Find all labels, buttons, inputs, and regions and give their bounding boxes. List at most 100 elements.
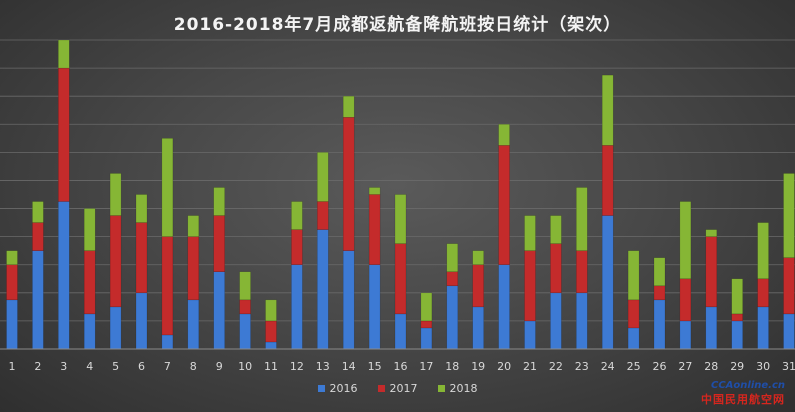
bar-2017-day-12 [291,229,303,265]
legend-swatch-2018 [437,385,445,392]
x-tick-label: 7 [164,360,171,373]
bar-2018-day-8 [187,215,200,237]
bar-2016-day-23 [576,292,588,350]
x-tick-label: 31 [782,360,795,373]
bar-2016-day-9 [213,271,225,350]
x-tick-labels: 1 2 3 4 5 6 7 8 9 10 11 12 13 14 15 16 17 18 19 20 21 22 23 24 2… [9,360,795,373]
bar-2018-day-1 [6,250,18,265]
bar-2017-day-14 [342,117,355,251]
bar-2018-day-3 [58,39,70,69]
x-tick-label: 20 [497,360,511,373]
bar-2017-day-6 [135,222,148,294]
x-tick-label: 6 [138,360,145,373]
x-tick-label: 14 [342,360,356,373]
bar-2017-day-7 [161,236,174,336]
bar-2016-day-25 [627,327,640,350]
bar-2017-day-2 [32,222,44,251]
bar-2017-day-19 [472,264,484,308]
bar-2018-day-25 [627,250,640,301]
bar-2017-day-24 [601,145,614,216]
x-tick-label: 22 [549,360,563,373]
bar-2016-day-29 [731,320,743,350]
bar-2016-day-28 [705,306,718,350]
x-tick-label: 15 [368,360,382,373]
bar-2018-day-26 [653,257,666,287]
watermark-site-name: 中国民用航空网 [701,393,785,406]
x-tick-label: 25 [627,360,641,373]
bar-2018-day-15 [368,187,381,195]
bar-2017-day-18 [446,271,459,287]
x-tick-label: 19 [471,360,485,373]
bar-2018-day-20 [498,124,510,146]
watermark-domain: CCAonline.cn [710,380,785,391]
bar-2018-day-2 [32,201,44,223]
bar-2017-day-20 [498,145,510,265]
bar-2017-day-1 [6,264,18,301]
bar-2017-day-21 [524,250,536,322]
bar-2017-day-9 [213,215,225,272]
bar-2018-day-18 [446,243,459,272]
bar-2016-day-21 [524,320,536,350]
bar-2016-day-15 [368,264,381,350]
bar-2018-day-29 [731,278,743,315]
x-tick-label: 1 [9,360,16,373]
x-tick-label: 30 [756,360,770,373]
x-tick-label: 8 [190,360,197,373]
bar-2017-day-15 [368,194,381,265]
bar-2016-day-1 [6,299,18,350]
legend-swatch-2016 [317,385,325,392]
bar-2016-day-2 [32,250,44,350]
bar-2017-day-23 [576,250,588,294]
x-tick-label: 27 [678,360,692,373]
bar-2017-day-30 [757,278,769,308]
bar-2016-day-18 [446,285,459,350]
bar-2016-day-5 [109,306,122,350]
bar-2018-day-23 [576,187,588,251]
x-tick-label: 3 [60,360,67,373]
legend-item-2017: 2017 [377,382,418,395]
bar-2016-day-20 [498,264,510,350]
bar-2016-day-19 [472,306,484,350]
bar-2018-day-11 [265,299,277,322]
bar-2016-day-10 [239,313,251,350]
bar-2016-day-27 [679,320,692,350]
x-tick-label: 9 [216,360,223,373]
x-tick-label: 21 [523,360,537,373]
bar-2016-day-7 [161,334,174,350]
x-tick-label: 18 [445,360,459,373]
bar-2018-day-30 [757,222,769,280]
bar-2018-day-16 [394,194,407,244]
bar-2018-day-21 [524,215,536,251]
bar-2017-day-28 [705,236,718,308]
x-tick-label: 5 [112,360,119,373]
bar-2016-day-4 [83,313,96,350]
legend-label-2018: 2018 [449,382,478,395]
bar-2018-day-17 [420,292,433,322]
bar-2016-day-31 [783,313,795,350]
bar-2016-day-22 [550,292,562,350]
bar-2018-day-5 [109,173,122,216]
bar-2016-day-13 [317,229,329,350]
bar-2016-day-3 [58,201,70,350]
bar-2017-day-31 [783,257,795,315]
legend: 2016 2017 2018 [0,382,795,395]
chart-title: 2016-2018年7月成都返航备降航班按日统计（架次） [173,15,622,35]
x-tick-label: 4 [86,360,93,373]
bar-2017-day-27 [679,278,692,322]
bar-2018-day-10 [239,271,251,301]
bar-2016-day-30 [757,306,769,350]
watermark: CCAonline.cn 中国民用航空网 [701,380,785,407]
bar-2017-day-3 [58,67,70,202]
legend-item-2018: 2018 [437,382,478,395]
bar-2016-day-11 [265,341,277,350]
bar-2017-day-22 [550,243,562,294]
bar-2018-day-22 [550,215,562,244]
bar-2018-day-19 [472,250,484,265]
x-tick-label: 13 [316,360,330,373]
bar-2016-day-8 [187,299,200,350]
legend-swatch-2017 [377,385,385,392]
bar-2017-day-16 [394,243,407,315]
bar-2018-day-13 [317,152,329,202]
bar-2017-day-25 [627,299,640,329]
